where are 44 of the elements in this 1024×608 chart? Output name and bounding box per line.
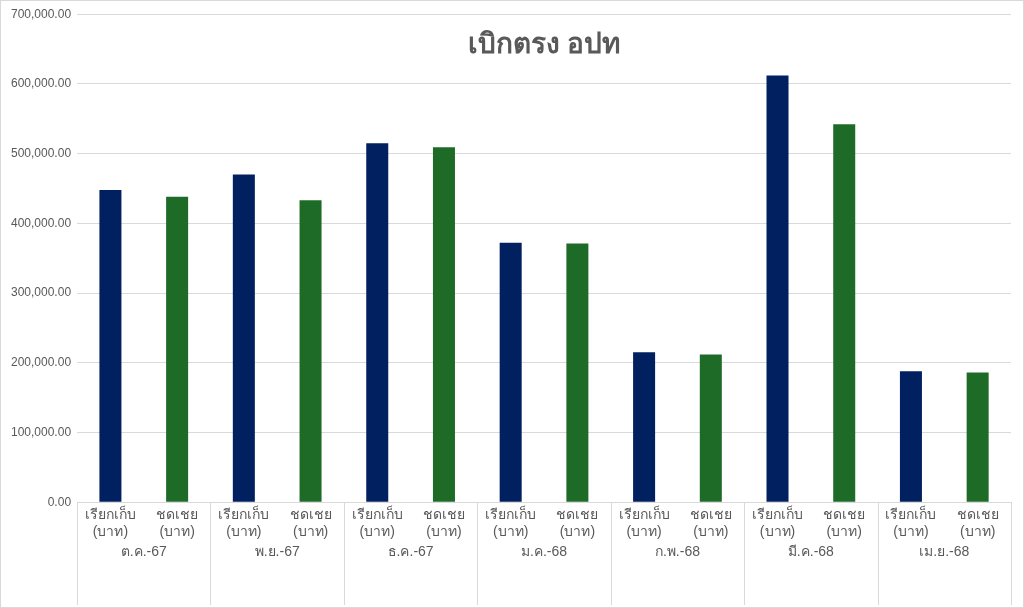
text: ชดเชย (บาท) xyxy=(956,506,999,540)
x-tick-label: มี.ค.-68 xyxy=(787,543,835,560)
bar xyxy=(366,143,389,502)
x-tick-label: ธ.ค.-67 xyxy=(387,543,434,560)
series-label: ชดเชย (บาท) xyxy=(422,506,465,540)
bar xyxy=(566,243,589,502)
bar xyxy=(966,372,989,502)
text: ชดเชย (บาท) xyxy=(289,506,332,540)
text: เบิกตรง อปท xyxy=(467,27,621,59)
x-tick-label: ก.พ.-68 xyxy=(654,543,701,560)
text: เรียกเก็บ (บาท) xyxy=(218,506,270,540)
x-tick-label: ต.ค.-67 xyxy=(120,543,167,560)
series-label: เรียกเก็บ (บาท) xyxy=(885,505,937,540)
bar xyxy=(432,147,455,502)
y-tick-label: 100,000.00 xyxy=(11,424,72,439)
x-tick-label: พ.ย.-67 xyxy=(254,543,300,560)
text: เรียกเก็บ (บาท) xyxy=(752,506,804,540)
bar xyxy=(833,124,856,502)
text: ชดเชย (บาท) xyxy=(156,506,199,540)
x-tick-label: ม.ค.-68 xyxy=(521,543,568,560)
bar xyxy=(299,200,322,502)
y-tick-label: 0.00 xyxy=(47,494,72,509)
bar xyxy=(766,75,789,502)
y-tick-label: 400,000.00 xyxy=(11,215,72,230)
bar xyxy=(166,196,189,502)
text: ชดเชย (บาท) xyxy=(689,506,732,540)
text: ชดเชย (บาท) xyxy=(823,506,866,540)
bar xyxy=(99,189,122,502)
text: เรียกเก็บ (บาท) xyxy=(351,506,403,540)
x-tick-label: เม.ย.-68 xyxy=(919,543,970,560)
text: ชดเชย (บาท) xyxy=(556,506,599,540)
y-tick-label: 700,000.00 xyxy=(11,6,72,21)
text: เรียกเก็บ (บาท) xyxy=(84,506,136,540)
bar xyxy=(633,352,656,502)
y-tick-label: 600,000.00 xyxy=(11,76,72,91)
y-tick-label: 500,000.00 xyxy=(11,145,72,160)
bar xyxy=(232,174,255,502)
bar xyxy=(699,354,722,502)
text: เรียกเก็บ (บาท) xyxy=(485,506,537,540)
y-tick-label: 200,000.00 xyxy=(11,355,72,370)
bar xyxy=(499,242,522,502)
bar xyxy=(899,371,922,502)
y-tick-label: 300,000.00 xyxy=(11,285,72,300)
text: เรียกเก็บ (บาท) xyxy=(618,506,670,540)
